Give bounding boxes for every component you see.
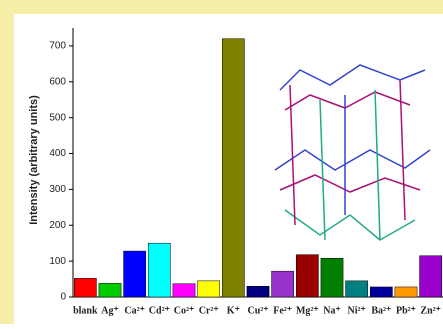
x-tick-label: Cr²⁺ [199,305,219,316]
x-tick-label: Ag⁺ [101,305,119,316]
bar [124,251,146,297]
bar [321,258,343,297]
y-tick-label: 0 [60,292,66,303]
bar [296,255,318,297]
x-tick-label: Ni²⁺ [348,305,366,316]
x-tick-label: Ba²⁺ [371,305,391,316]
bar [222,39,244,297]
y-tick-label: 300 [49,184,66,195]
x-tick-label: Zn²⁺ [420,305,441,316]
y-tick-label: 700 [49,41,66,52]
x-tick-label: Mg²⁺ [296,305,319,316]
x-tick-label: Na⁺ [323,305,341,316]
x-tick-label: Ca²⁺ [124,305,145,316]
y-tick-label: 100 [49,256,66,267]
bar [395,287,417,297]
x-tick-label: Cd²⁺ [149,305,170,316]
x-tick-label: Fe²⁺ [273,305,292,316]
bar [173,284,195,297]
bar [198,281,220,297]
bar [99,283,121,297]
x-tick-label: Pb²⁺ [396,305,416,316]
y-tick-label: 500 [49,112,66,123]
y-tick-label: 400 [49,148,66,159]
x-tick-label: Cu²⁺ [247,305,268,316]
bar [420,256,442,297]
bar [247,286,269,297]
x-tick-label: Co²⁺ [174,305,195,316]
chart: Intensity (arbitrary units) 0 100 200 300 40… [0,0,443,324]
bar [272,271,294,297]
bar [74,278,96,297]
bar [370,287,392,297]
y-tick-label: 200 [49,220,66,231]
x-tick-label: K⁺ [227,305,240,316]
bar [346,281,368,297]
y-axis-label: Intensity (arbitrary units) [28,95,40,225]
x-tick-label: blank [73,305,98,316]
bar [148,243,170,297]
y-tick-label: 600 [49,76,66,87]
